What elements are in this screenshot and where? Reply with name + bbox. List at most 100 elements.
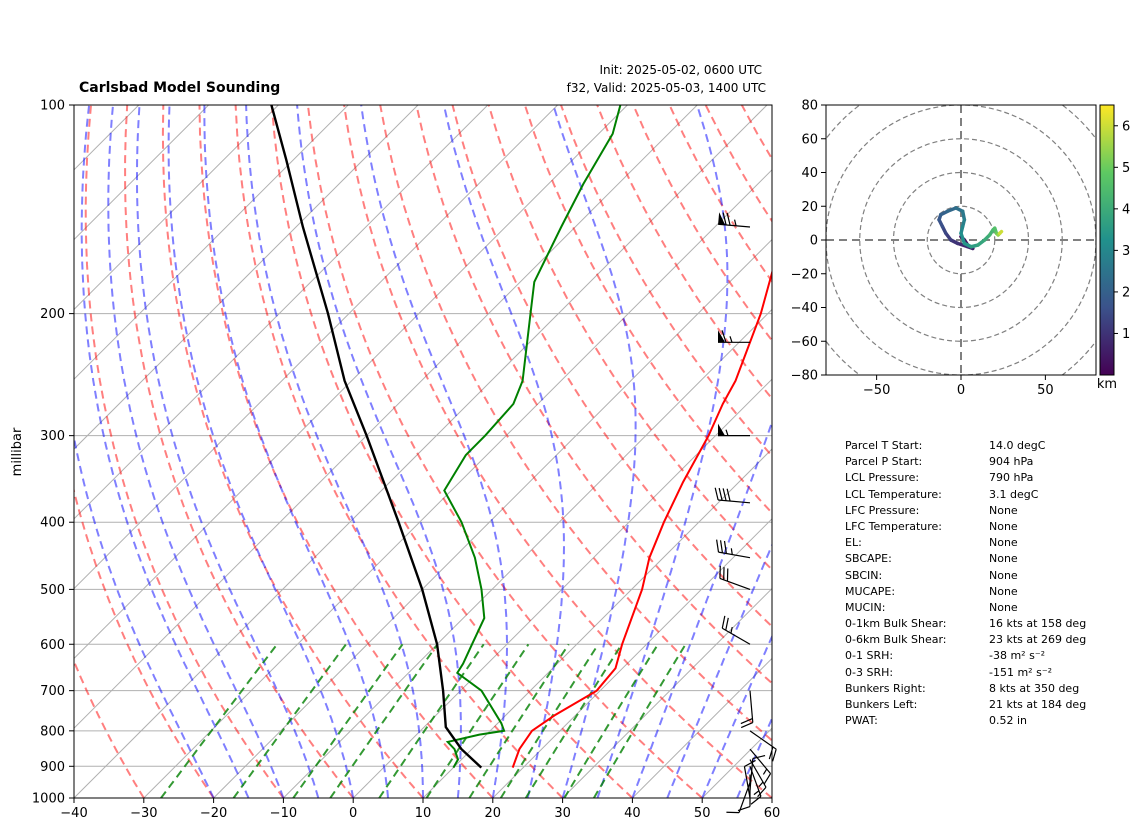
- stat-label: LFC Pressure:: [845, 503, 920, 517]
- temperature-tick-label: 20: [485, 806, 502, 821]
- pressure-tick-label: 200: [40, 307, 65, 322]
- temperature-tick-label: 60: [764, 806, 781, 821]
- hodograph-trace: [937, 206, 1004, 251]
- hodograph-y-tick-label: 20: [801, 200, 818, 215]
- isotherm: [492, 518, 772, 798]
- stat-value: 3.1 degC: [989, 487, 1039, 501]
- colorbar-ticks: 6 5 4 3 2 1: [1114, 119, 1130, 342]
- barb-full: [721, 615, 726, 629]
- stat-label: 0-1 SRH:: [845, 649, 894, 663]
- valid-time: f32, Valid: 2025-05-03, 1400 UTC: [567, 81, 766, 95]
- hodograph-x-tick-label: 0: [957, 383, 965, 398]
- mixing-ratio-line: [593, 643, 687, 798]
- stat-value: None: [989, 584, 1018, 598]
- pressure-tick-label: 100: [40, 99, 65, 114]
- temperature-tick-label: −10: [270, 806, 297, 821]
- stat-label: EL:: [845, 536, 862, 550]
- barb-full: [722, 488, 727, 501]
- temperature-tick-label: 10: [415, 806, 432, 821]
- stat-value: None: [989, 503, 1018, 517]
- stat-label: 0-1km Bulk Shear:: [845, 617, 947, 631]
- mixing-ratio-line: [329, 643, 439, 798]
- stat-row: LFC Temperature: None: [845, 519, 1135, 535]
- hodograph-y-tick-label: 40: [801, 166, 818, 181]
- stat-label: 0-6km Bulk Shear:: [845, 633, 947, 647]
- hodograph-x-tick-label: 50: [1037, 383, 1054, 398]
- barb-full: [740, 721, 754, 729]
- skewt-profiles: [270, 105, 772, 769]
- hodograph-axis-ticks: −50 0 50 80 60 40 20 0 −20 −40 −60 −80: [791, 99, 1054, 399]
- barb-full: [763, 773, 772, 785]
- barb-staff: [749, 759, 767, 788]
- barb-full: [721, 330, 727, 343]
- temperature-tick-label: 0: [349, 806, 357, 821]
- barb-half: [730, 626, 733, 634]
- barb-half: [762, 768, 768, 775]
- temperature-tick-label: −30: [130, 806, 157, 821]
- isotherm: [74, 105, 628, 660]
- barb-flag: [718, 330, 725, 343]
- barb-full: [719, 540, 724, 553]
- stat-value: None: [989, 552, 1018, 566]
- skewt-y-axis-label: millibar: [10, 427, 25, 476]
- temperature-tick-label: −20: [200, 806, 227, 821]
- isotherm: [143, 169, 772, 798]
- stat-value: -38 m² s⁻²: [989, 649, 1046, 663]
- hodograph-y-tick-label: −60: [791, 335, 818, 350]
- stat-value: 8 kts at 350 deg: [989, 681, 1080, 695]
- isotherm: [74, 105, 698, 729]
- dry-adiabat: [270, 105, 634, 798]
- stat-row: SBCIN: None: [845, 568, 1135, 584]
- hodograph-segment: [959, 231, 967, 246]
- barb-staff: [749, 690, 754, 723]
- stat-label: SBCIN:: [845, 568, 883, 582]
- hodograph-x-tick-label: −50: [863, 383, 890, 398]
- dry-adiabat: [306, 105, 703, 798]
- hodograph-segment: [998, 229, 1004, 235]
- isotherm: [213, 238, 772, 798]
- stat-value: 0.52 in: [989, 714, 1028, 728]
- stat-row: LCL Pressure: 790 hPa: [845, 470, 1135, 486]
- dry-adiabat: [161, 105, 424, 798]
- barb-full: [723, 540, 727, 554]
- stat-value: None: [989, 536, 1018, 550]
- stat-value: 21 kts at 184 deg: [989, 698, 1087, 711]
- isotherm: [74, 105, 349, 380]
- temperature-tick-label: 40: [624, 806, 641, 821]
- stat-value: 790 hPa: [989, 471, 1034, 485]
- chart-title: Carlsbad Model Sounding: [79, 80, 280, 96]
- isotherm: [422, 448, 772, 798]
- pressure-tick-label: 300: [40, 429, 65, 444]
- temperature-tick-label: −40: [60, 806, 87, 821]
- barb-flag: [718, 212, 726, 225]
- pressure-tick-label: 400: [40, 516, 65, 531]
- init-time: Init: 2025-05-02, 0600 UTC: [599, 63, 762, 77]
- temperature-profile: [511, 269, 772, 768]
- barb-full: [772, 749, 777, 762]
- barb-staff: [749, 766, 762, 797]
- stat-value: -151 m² s⁻²: [989, 665, 1053, 679]
- barb-full: [718, 487, 723, 501]
- moist-adiabat: [136, 105, 320, 798]
- barb-half: [725, 429, 729, 436]
- hodograph-y-tick-label: −20: [791, 267, 818, 282]
- pressure-tick-label: 700: [40, 684, 65, 699]
- moist-adiabat: [596, 105, 729, 798]
- colorbar-tick-label: 6: [1122, 119, 1130, 134]
- mixing-ratio-line: [524, 643, 623, 798]
- hodograph-y-tick-label: −40: [791, 301, 818, 316]
- colorbar-label: km: [1097, 377, 1117, 392]
- sounding-parameters-table: Parcel T Start: 14.0 degC Parcel P Start: 9…: [845, 438, 1135, 729]
- moist-adiabat: [80, 105, 250, 798]
- isotherm: [74, 105, 489, 520]
- stat-row: MUCAPE: None: [845, 584, 1135, 600]
- temperature-tick-label: 30: [554, 806, 571, 821]
- wind-barb: [740, 690, 754, 729]
- mixing-ratio-line: [499, 643, 600, 798]
- moist-adiabat: [167, 105, 355, 798]
- dry-adiabat: [560, 105, 772, 458]
- pressure-tick-label: 1000: [32, 792, 65, 807]
- dry-adiabat: [343, 105, 772, 798]
